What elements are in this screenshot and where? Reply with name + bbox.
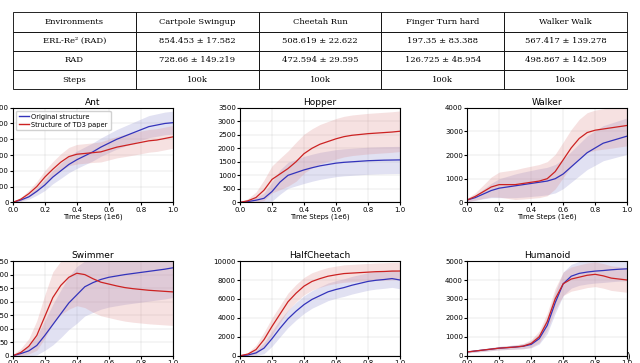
X-axis label: Time Steps (1e6): Time Steps (1e6) [290, 214, 350, 220]
X-axis label: Time Steps (1e6): Time Steps (1e6) [517, 214, 577, 220]
Title: Humanoid: Humanoid [524, 251, 570, 260]
Title: Hopper: Hopper [303, 98, 337, 107]
X-axis label: Time Steps (1e6): Time Steps (1e6) [63, 214, 123, 220]
Title: Walker: Walker [532, 98, 563, 107]
Legend: Original structure, Structure of TD3 paper: Original structure, Structure of TD3 pap… [16, 111, 111, 130]
Title: HalfCheetach: HalfCheetach [289, 251, 351, 260]
Title: Ant: Ant [85, 98, 100, 107]
Title: Swimmer: Swimmer [72, 251, 114, 260]
Text: ): ) [627, 351, 630, 361]
